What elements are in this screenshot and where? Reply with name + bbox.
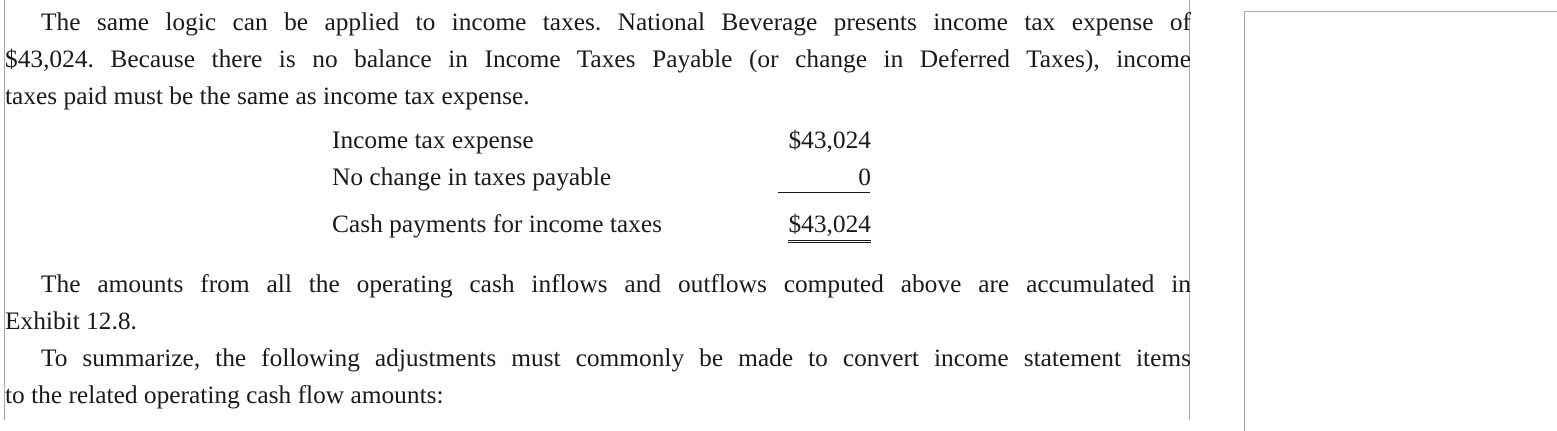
text-line: to the related operating cash flow amoun… [5,381,444,409]
paragraph-accumulated-amounts: The amounts from all the operating cash … [5,266,1191,340]
document-page: The same logic can be applied to income … [4,0,1191,420]
text-line: The amounts from all the operating cash … [41,270,1191,298]
text-line: To summarize, the following adjustments … [41,344,1191,372]
income-tax-calculation: Income tax expense $43,024 No change in … [332,122,872,243]
calc-label: No change in taxes payable [332,163,612,191]
calc-value: $43,024 [788,126,871,154]
calc-total-value-wrap: $43,024 [788,206,871,243]
calc-row-cash-payments-total: Cash payments for income taxes $43,024 [332,206,872,243]
calc-total-value: $43,024 [788,208,871,243]
calc-value: 0 [858,163,871,191]
calc-label: Income tax expense [332,126,534,154]
paragraph-summary-adjustments: To summarize, the following adjustments … [5,340,1191,414]
subtotal-rule [778,192,870,193]
text-line: taxes paid must be the same as income ta… [5,82,530,110]
text-line: Exhibit 12.8. [5,307,137,335]
text-line: $43,024. Because there is no balance in … [5,45,1191,73]
calc-row-taxes-payable-change: No change in taxes payable 0 [332,159,872,196]
text-line: The same logic can be applied to income … [41,8,1191,36]
paragraph-income-taxes: The same logic can be applied to income … [5,4,1191,115]
calc-total-label: Cash payments for income taxes [332,210,662,238]
side-panel [1244,11,1557,431]
calc-row-income-tax-expense: Income tax expense $43,024 [332,122,872,159]
